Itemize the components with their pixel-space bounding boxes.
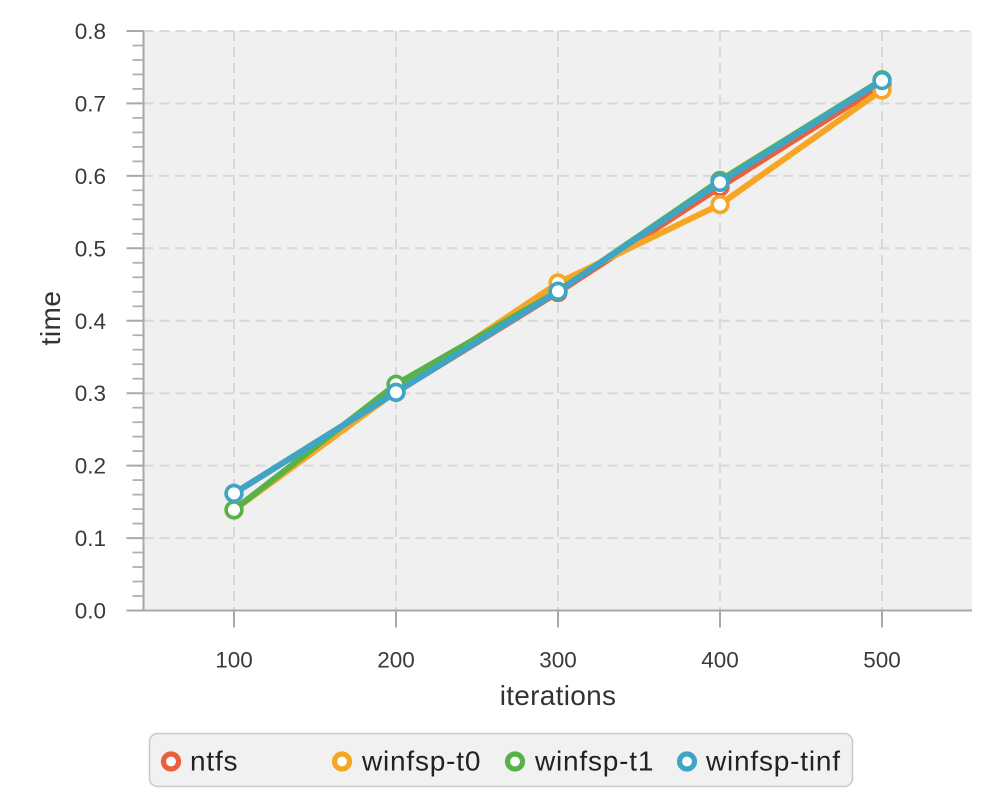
svg-text:0.3: 0.3 — [75, 381, 106, 406]
svg-text:winfsp-t0: winfsp-t0 — [361, 746, 481, 777]
svg-text:100: 100 — [215, 648, 253, 673]
svg-text:500: 500 — [863, 648, 901, 673]
svg-text:iterations: iterations — [500, 680, 617, 711]
svg-text:winfsp-t1: winfsp-t1 — [534, 746, 654, 777]
svg-text:300: 300 — [539, 648, 577, 673]
svg-text:0.0: 0.0 — [75, 599, 106, 624]
svg-text:400: 400 — [701, 648, 739, 673]
svg-text:200: 200 — [377, 648, 415, 673]
svg-text:0.4: 0.4 — [75, 309, 106, 334]
svg-text:0.7: 0.7 — [75, 91, 106, 116]
svg-text:0.1: 0.1 — [75, 526, 106, 551]
svg-text:winfsp-tinf: winfsp-tinf — [705, 746, 841, 777]
svg-text:0.8: 0.8 — [75, 19, 106, 44]
svg-text:0.6: 0.6 — [75, 164, 106, 189]
svg-text:0.2: 0.2 — [75, 454, 106, 479]
svg-text:time: time — [35, 291, 66, 346]
svg-text:0.5: 0.5 — [75, 236, 106, 261]
svg-text:ntfs: ntfs — [190, 746, 238, 777]
